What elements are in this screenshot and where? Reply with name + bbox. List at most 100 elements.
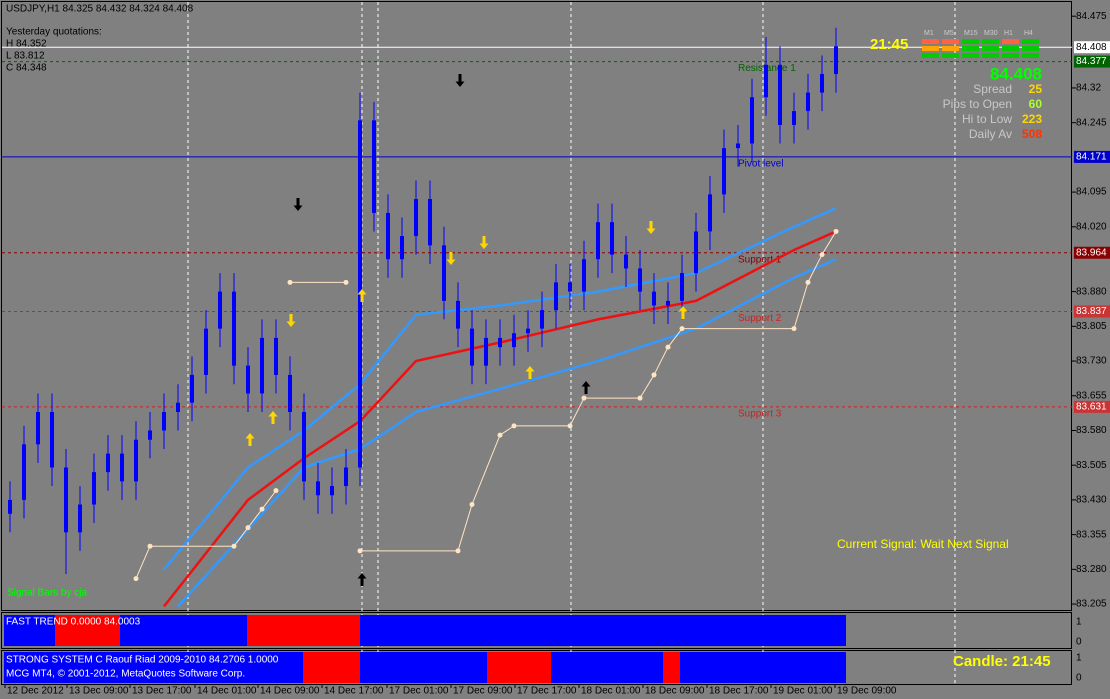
candle-body (64, 467, 68, 533)
panel-frame (1, 612, 1072, 649)
trend-box (942, 53, 959, 58)
candle-body (638, 268, 642, 292)
candle-body (330, 486, 334, 496)
x-tick-label: 18 Dec 01:00 (581, 686, 641, 697)
candle-body (134, 439, 138, 482)
y-tick-label: 84.32 (1076, 83, 1101, 94)
candle-body (92, 472, 96, 505)
yesterday-title: Yesterday quotations: (6, 27, 102, 38)
y-tick-label: 84.095 (1076, 187, 1107, 198)
price-box-label: 84.408 (1076, 42, 1107, 53)
indicator-scale: 1 (1076, 653, 1082, 664)
y-tick-label: 83.805 (1076, 321, 1107, 332)
candle-body (400, 236, 404, 260)
sar-dot (357, 548, 363, 554)
indicator-scale: 0 (1076, 637, 1082, 648)
timeframe-label: H1 (1004, 30, 1013, 37)
candle-body (148, 430, 152, 440)
sar-dot (469, 502, 475, 508)
candle-body (792, 111, 796, 125)
sar-dot (805, 279, 811, 285)
trend-box (1002, 39, 1019, 44)
candle-body (554, 282, 558, 311)
candle-body (484, 337, 488, 366)
candle-body (246, 365, 250, 394)
candle-body (274, 337, 278, 375)
timeframe-label: M5 (944, 30, 954, 37)
info-label: Spread (973, 82, 1012, 96)
trend-box (922, 46, 939, 51)
candle-body (666, 300, 670, 306)
y-tick-label: 84.020 (1076, 221, 1107, 232)
sar-dot (497, 432, 503, 438)
candle-body (316, 481, 320, 496)
y-tick-label: 83.430 (1076, 495, 1107, 506)
sar-dot (833, 228, 839, 234)
sar-dot (287, 279, 293, 285)
x-tick-label: 19 Dec 01:00 (773, 686, 833, 697)
fast-trend-bars (4, 615, 846, 646)
trend-box (922, 39, 939, 44)
sar-dot (791, 326, 797, 332)
trend-box (942, 46, 959, 51)
candle-body (778, 64, 782, 125)
level-name: Pivot level (738, 159, 784, 170)
info-panel: M1 M5 M15 M30 H1 H4 Spread 25 Pips to Open 60 Hi t… (922, 30, 1042, 141)
yesterday-close: C 84.348 (6, 63, 47, 74)
sar-dot (455, 548, 461, 554)
x-tick-label: 18 Dec 17:00 (709, 686, 769, 697)
indicator-scale: 0 (1076, 673, 1082, 684)
panel-frame (1, 650, 1072, 685)
candle-body (596, 222, 600, 260)
trend-box (1022, 46, 1039, 51)
info-value: 508 (1022, 127, 1042, 141)
candle-body (386, 212, 390, 260)
candle-body (708, 194, 712, 232)
strong-system-bars (4, 652, 846, 683)
y-tick-label: 83.580 (1076, 425, 1107, 436)
ma-line (177, 258, 837, 608)
signal-text: Current Signal: Wait Next Signal (837, 537, 1009, 551)
candle-body (50, 411, 54, 468)
sar-dot (147, 543, 153, 549)
price-box (1074, 55, 1110, 68)
price-box-label: 84.377 (1076, 56, 1107, 67)
credit: Signal Bars by cja (7, 588, 87, 599)
info-value: 60 (1029, 97, 1043, 111)
y-tick-label: 84.245 (1076, 117, 1107, 128)
y-tick-label: 83.730 (1076, 356, 1107, 367)
x-tick-label: 13 Dec 09:00 (69, 686, 129, 697)
info-label: Daily Av (969, 127, 1012, 141)
price-box-label: 83.964 (1076, 247, 1107, 258)
candle-body (22, 444, 26, 500)
sar-dot (511, 423, 517, 429)
candle-body (610, 222, 614, 255)
x-tick-label: 18 Dec 09:00 (645, 686, 705, 697)
candle-body (288, 374, 292, 412)
trend-box (1022, 39, 1039, 44)
candle-body (694, 231, 698, 274)
candle-body (750, 97, 754, 144)
candle-body (652, 291, 656, 306)
candle-body (162, 411, 166, 431)
candle-body (498, 337, 502, 348)
info-value: 25 (1029, 82, 1043, 96)
x-tick-label: 14 Dec 17:00 (324, 686, 384, 697)
timeframe-label: H4 (1024, 30, 1033, 37)
info-price: 84.408 (990, 64, 1042, 83)
price-box-label: 83.631 (1076, 402, 1107, 413)
candle-body (526, 328, 530, 334)
x-tick-label: 17 Dec 01:00 (389, 686, 449, 697)
candle-body (764, 64, 768, 98)
candle-body (680, 273, 684, 301)
y-tick-label: 83.205 (1076, 599, 1107, 610)
price-box-label: 83.837 (1076, 306, 1107, 317)
candle-timer: Candle: 21:45 (953, 653, 1051, 670)
sar-dot (259, 506, 265, 512)
trend-box (962, 46, 979, 51)
sar-dot (651, 372, 657, 378)
candle-body (834, 46, 838, 75)
price-box (1074, 246, 1110, 259)
trend-box (1022, 53, 1039, 58)
sar-dot (679, 326, 685, 332)
